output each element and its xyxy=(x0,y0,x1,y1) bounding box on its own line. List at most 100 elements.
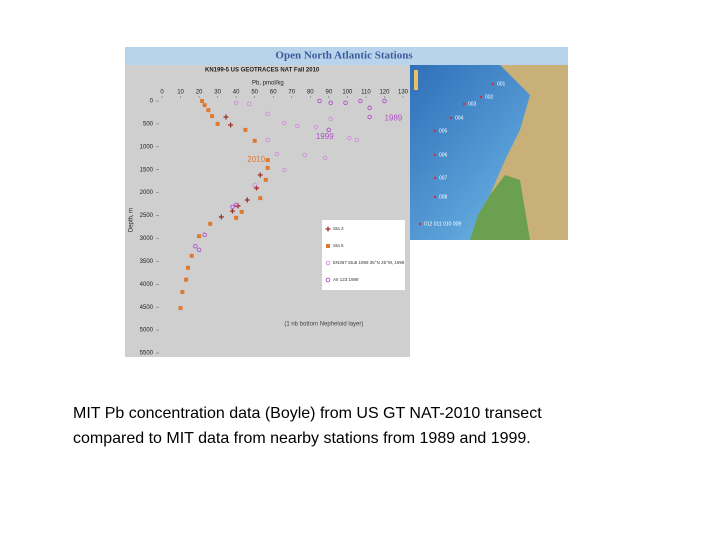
station-dot xyxy=(433,129,437,133)
legend-label: AII 123 1989 xyxy=(333,277,359,282)
x-tick-label: 70 xyxy=(288,90,295,96)
y-tick-label: 5500 xyxy=(140,351,154,357)
point xyxy=(197,234,202,239)
point xyxy=(265,137,270,143)
point xyxy=(367,114,372,120)
station-label: 004 xyxy=(455,115,464,121)
y-tick-label: 4500 xyxy=(140,305,154,311)
point xyxy=(354,137,359,143)
point xyxy=(263,177,268,182)
point xyxy=(229,208,235,214)
point xyxy=(328,100,333,106)
station-dot xyxy=(449,116,453,120)
point xyxy=(328,116,333,122)
legend-marker xyxy=(326,244,330,248)
point xyxy=(346,135,352,141)
point xyxy=(302,152,307,158)
point xyxy=(234,215,239,220)
point xyxy=(295,123,300,129)
annotation: (1 nb bottom Nepheloid layer) xyxy=(284,321,363,327)
y-tick-label: 3000 xyxy=(140,236,154,242)
point xyxy=(274,151,280,157)
y-tick-label: 1500 xyxy=(140,167,154,173)
point xyxy=(244,197,250,203)
x-tick-label: 30 xyxy=(214,90,221,96)
point xyxy=(185,265,190,270)
point xyxy=(265,111,270,117)
header-bar xyxy=(125,47,568,65)
annotation: 1989 xyxy=(384,114,402,123)
y-tick-label: 2500 xyxy=(140,213,154,219)
legend-label: Sta 3 xyxy=(333,226,344,231)
x-tick-label: 120 xyxy=(379,90,390,96)
station-dot xyxy=(433,195,437,199)
point xyxy=(193,243,198,249)
station-label: 001 xyxy=(497,81,506,87)
caption-line: MIT Pb concentration data (Boyle) from U… xyxy=(73,405,542,422)
y-axis-label: Depth, m xyxy=(129,208,135,232)
x-tick-label: 60 xyxy=(270,90,277,96)
station-dot xyxy=(418,222,422,226)
point xyxy=(382,98,387,104)
station-label: 006 xyxy=(439,152,448,158)
point xyxy=(196,247,202,253)
annotation: 2010 xyxy=(247,155,265,164)
station-label: 008 xyxy=(439,194,448,200)
y-tick-label: 2000 xyxy=(140,190,154,196)
point xyxy=(233,100,239,106)
station-label: 005 xyxy=(439,128,448,134)
point xyxy=(358,98,363,104)
header: Open North Atlantic Stations xyxy=(275,50,413,62)
map-labels: 001 002 003 004 005 006 007 008 012 011 010 009 xyxy=(418,81,506,227)
point xyxy=(233,202,239,208)
y-tick-label: 0 xyxy=(150,99,154,105)
point xyxy=(202,232,207,238)
x-tick-label: 20 xyxy=(196,90,203,96)
point xyxy=(252,138,257,143)
point xyxy=(210,114,215,119)
caption-line: compared to MIT data from nearby station… xyxy=(73,430,531,447)
annotation: 1999 xyxy=(316,132,334,141)
legend-marker xyxy=(325,226,331,232)
x-axis-label: Pb, pmol/kg xyxy=(252,81,284,87)
point xyxy=(246,101,252,107)
legend-label: Sta 5 xyxy=(333,243,344,248)
point xyxy=(202,103,207,108)
x-tick-label: 110 xyxy=(361,90,371,96)
point xyxy=(282,120,287,126)
point xyxy=(367,105,372,111)
point xyxy=(178,306,183,311)
point xyxy=(180,290,185,295)
x-tick-label: 130 xyxy=(398,90,409,96)
point xyxy=(228,122,234,128)
x-tick-label: 50 xyxy=(251,90,258,96)
x-tick-label: 0 xyxy=(160,90,164,96)
y-tick-label: 4000 xyxy=(140,282,154,288)
legend xyxy=(322,220,405,290)
point xyxy=(206,108,211,113)
point xyxy=(258,196,263,201)
point xyxy=(282,167,287,173)
chart-panel xyxy=(125,65,410,357)
point xyxy=(200,99,205,103)
y-tick-label: 5000 xyxy=(140,328,154,334)
point xyxy=(208,221,213,226)
point xyxy=(239,209,244,214)
point xyxy=(322,155,328,161)
point xyxy=(265,165,270,170)
point xyxy=(223,114,229,120)
x-tick-label: 10 xyxy=(177,90,184,96)
station-label: 003 xyxy=(468,101,477,107)
y-tick-label: 500 xyxy=(143,121,154,127)
point xyxy=(313,124,319,130)
point xyxy=(243,127,248,132)
y-tick-label: 3500 xyxy=(140,259,154,265)
legend-marker xyxy=(325,277,331,283)
point xyxy=(218,214,224,220)
station-label: 002 xyxy=(485,94,494,100)
point xyxy=(265,158,270,163)
station-dot xyxy=(479,95,483,99)
point xyxy=(254,185,260,191)
